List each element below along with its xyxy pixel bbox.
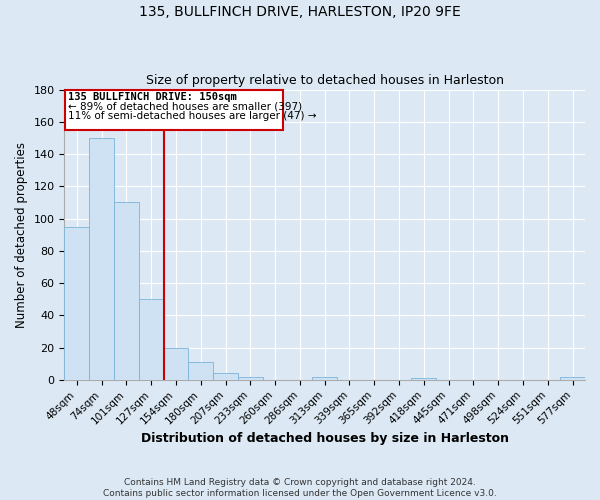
Text: 135, BULLFINCH DRIVE, HARLESTON, IP20 9FE: 135, BULLFINCH DRIVE, HARLESTON, IP20 9F… bbox=[139, 5, 461, 19]
Bar bbox=[560, 376, 585, 380]
Bar bbox=[89, 138, 114, 380]
Y-axis label: Number of detached properties: Number of detached properties bbox=[15, 142, 28, 328]
Bar bbox=[164, 348, 188, 380]
Text: 135 BULLFINCH DRIVE: 150sqm: 135 BULLFINCH DRIVE: 150sqm bbox=[68, 92, 236, 102]
Bar bbox=[64, 226, 89, 380]
Bar bbox=[213, 374, 238, 380]
Bar bbox=[412, 378, 436, 380]
Bar bbox=[313, 376, 337, 380]
Text: Contains HM Land Registry data © Crown copyright and database right 2024.
Contai: Contains HM Land Registry data © Crown c… bbox=[103, 478, 497, 498]
Text: 11% of semi-detached houses are larger (47) →: 11% of semi-detached houses are larger (… bbox=[68, 112, 316, 122]
Bar bbox=[238, 376, 263, 380]
Bar bbox=[188, 362, 213, 380]
FancyBboxPatch shape bbox=[65, 90, 283, 130]
Text: ← 89% of detached houses are smaller (397): ← 89% of detached houses are smaller (39… bbox=[68, 102, 302, 112]
Title: Size of property relative to detached houses in Harleston: Size of property relative to detached ho… bbox=[146, 74, 504, 87]
X-axis label: Distribution of detached houses by size in Harleston: Distribution of detached houses by size … bbox=[141, 432, 509, 445]
Bar bbox=[114, 202, 139, 380]
Bar bbox=[139, 299, 164, 380]
